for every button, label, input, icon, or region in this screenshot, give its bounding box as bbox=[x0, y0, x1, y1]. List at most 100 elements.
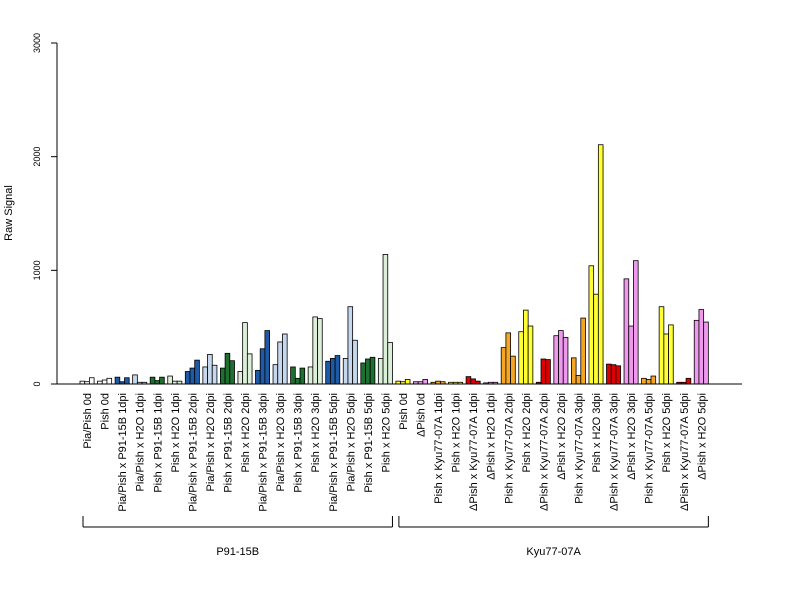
x-category-label-6: Pia/Pish x P91-15B 2dpi bbox=[187, 393, 199, 512]
bar-28-1 bbox=[575, 375, 582, 385]
bars-layer bbox=[79, 144, 709, 385]
bar-25-1 bbox=[523, 309, 529, 385]
y-axis-label: Raw Signal bbox=[3, 185, 15, 241]
bar-7-0 bbox=[202, 366, 208, 385]
bar-10-2 bbox=[264, 330, 270, 385]
x-category-label-14: Pia/Pish x P91-15B 5dpi bbox=[328, 393, 340, 512]
bar-16-1 bbox=[365, 358, 371, 385]
bar-33-1 bbox=[663, 333, 669, 385]
bar-12-2 bbox=[299, 367, 306, 385]
x-category-label-34: ΔPish x Kyu77-07A 5dpi bbox=[679, 393, 691, 511]
bar-8-1 bbox=[224, 352, 231, 385]
x-category-label-1: Pish 0d bbox=[100, 393, 112, 430]
x-category-label-30: ΔPish x Kyu77-07A 3dpi bbox=[609, 393, 621, 511]
x-category-label-18: Pish 0d bbox=[398, 393, 410, 430]
bar-35-0 bbox=[693, 319, 700, 385]
bar-12-0 bbox=[290, 366, 296, 385]
bar-16-0 bbox=[360, 362, 366, 385]
x-category-label-8: Pish x P91-15B 2dpi bbox=[222, 393, 234, 493]
bar-29-1 bbox=[593, 293, 599, 385]
bar-35-2 bbox=[703, 321, 709, 385]
bar-8-0 bbox=[219, 367, 226, 385]
bar-24-0 bbox=[500, 347, 507, 385]
x-category-label-23: ΔPish x H2O 1dpi bbox=[486, 393, 498, 480]
x-category-label-0: Pia/Pish 0d bbox=[82, 393, 94, 449]
bar-14-1 bbox=[329, 358, 336, 385]
x-category-label-28: Pish x Kyu77-07A 3dpi bbox=[573, 393, 585, 504]
bar-33-2 bbox=[668, 324, 674, 385]
bar-14-0 bbox=[325, 360, 331, 385]
bar-17-0 bbox=[377, 358, 384, 385]
bar-31-0 bbox=[623, 278, 630, 385]
x-category-label-25: Pish x H2O 2dpi bbox=[521, 393, 533, 472]
x-category-label-32: Pish x Kyu77-07A 5dpi bbox=[644, 393, 656, 504]
group-label-0: P91-15B bbox=[216, 546, 259, 558]
bar-35-1 bbox=[698, 309, 705, 385]
bar-9-1 bbox=[242, 322, 248, 385]
bar-0-2 bbox=[89, 377, 95, 385]
bar-6-2 bbox=[194, 359, 200, 385]
group-label-1: Kyu77-07A bbox=[526, 546, 581, 558]
x-category-label-22: ΔPish x Kyu77-07A 1dpi bbox=[468, 393, 480, 511]
bar-15-2 bbox=[352, 339, 358, 385]
bar-28-2 bbox=[580, 317, 586, 385]
x-category-label-35: ΔPish x H2O 5dpi bbox=[696, 393, 708, 480]
y-tick-label-2: 2000 bbox=[32, 147, 42, 167]
bar-5-0 bbox=[167, 375, 173, 385]
bar-13-1 bbox=[312, 316, 318, 385]
bar-12-1 bbox=[294, 377, 301, 385]
x-category-label-5: Pish x H2O 1dpi bbox=[170, 393, 182, 472]
y-ticks-layer: 0 1000 2000 3000 bbox=[32, 33, 57, 387]
bar-25-2 bbox=[527, 325, 534, 385]
bar-27-2 bbox=[562, 336, 569, 385]
bar-2-0 bbox=[114, 376, 121, 385]
x-labels-layer: Pia/Pish 0d Pish 0d Pia/Pish x P91-15B 1dp… bbox=[82, 393, 708, 512]
x-category-label-33: Pish x H2O 5dpi bbox=[661, 393, 673, 472]
bar-10-0 bbox=[255, 369, 261, 385]
bar-4-1 bbox=[154, 380, 160, 385]
bar-29-2 bbox=[597, 144, 604, 385]
bar-26-2 bbox=[545, 359, 551, 385]
group-brackets-layer: P91-15B Kyu77-07A bbox=[82, 516, 709, 558]
bar-11-0 bbox=[272, 364, 279, 385]
bar-31-2 bbox=[633, 260, 639, 385]
bar-24-2 bbox=[510, 355, 516, 385]
bar-15-0 bbox=[342, 358, 349, 385]
bar-1-1 bbox=[101, 379, 108, 385]
bar-30-0 bbox=[606, 363, 612, 385]
x-category-label-15: Pia/Pish x H2O 5dpi bbox=[345, 393, 357, 491]
bar-28-0 bbox=[571, 357, 577, 385]
bar-17-2 bbox=[387, 342, 393, 385]
bar-14-2 bbox=[334, 355, 341, 385]
bar-9-0 bbox=[237, 371, 244, 385]
bar-33-0 bbox=[658, 306, 665, 385]
bar-30-2 bbox=[615, 365, 622, 385]
bar-3-0 bbox=[132, 374, 138, 385]
bar-6-0 bbox=[184, 371, 191, 385]
x-category-label-3: Pia/Pish x H2O 1dpi bbox=[135, 393, 147, 491]
bar-9-2 bbox=[246, 353, 253, 385]
bar-18-2 bbox=[404, 379, 411, 385]
bar-8-2 bbox=[229, 360, 235, 385]
bar-30-1 bbox=[610, 364, 617, 385]
bar-6-1 bbox=[189, 367, 196, 385]
x-category-label-9: Pish x H2O 2dpi bbox=[240, 393, 252, 472]
bar-22-0 bbox=[465, 376, 472, 385]
bar-26-1 bbox=[540, 358, 547, 385]
x-category-label-27: ΔPish x H2O 2dpi bbox=[556, 393, 568, 480]
x-category-label-11: Pia/Pish x H2O 3dpi bbox=[275, 393, 287, 491]
x-category-label-17: Pish x H2O 5dpi bbox=[380, 393, 392, 472]
bar-24-1 bbox=[505, 332, 511, 385]
bar-25-0 bbox=[518, 331, 524, 385]
bar-34-2 bbox=[685, 377, 692, 385]
x-category-label-24: Pish x Kyu77-07A 2dpi bbox=[503, 393, 515, 504]
bar-11-1 bbox=[277, 341, 283, 385]
x-category-label-7: Pia/Pish x H2O 2dpi bbox=[205, 393, 217, 491]
bar-32-2 bbox=[650, 375, 657, 385]
y-tick-label-1: 1000 bbox=[32, 260, 42, 280]
bar-7-2 bbox=[211, 364, 218, 385]
bar-13-0 bbox=[307, 366, 314, 385]
bar-13-2 bbox=[317, 318, 323, 385]
bar-10-1 bbox=[259, 348, 266, 385]
